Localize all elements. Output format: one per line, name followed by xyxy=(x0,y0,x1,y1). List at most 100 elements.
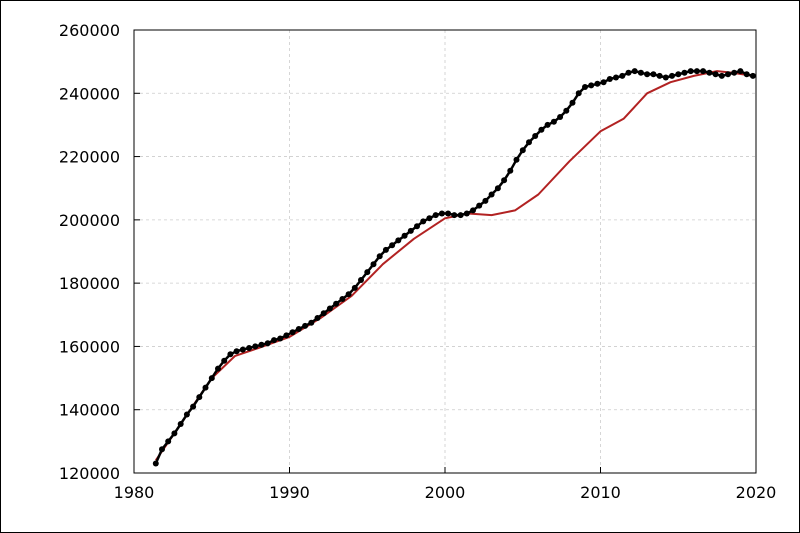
grid-layer xyxy=(134,30,756,473)
data-point xyxy=(526,139,532,146)
data-point xyxy=(507,167,514,174)
data-point xyxy=(420,218,427,225)
data-point xyxy=(252,343,259,350)
data-point xyxy=(600,79,607,86)
data-point xyxy=(227,351,234,358)
data-point xyxy=(532,133,539,139)
data-point xyxy=(749,72,756,79)
x-tick-label: 2010 xyxy=(580,483,621,502)
data-point xyxy=(482,197,489,204)
data-point xyxy=(345,291,352,298)
data-point xyxy=(165,438,172,445)
data-point xyxy=(669,72,675,79)
data-point xyxy=(364,269,371,276)
data-point xyxy=(152,460,159,467)
x-tick-label: 2020 xyxy=(736,483,777,502)
data-point xyxy=(271,337,277,344)
data-point xyxy=(488,191,495,198)
tick-label-layer: 1980 1990 2000 2010 2020 120000 140000 160000 18… xyxy=(59,21,776,502)
data-point xyxy=(308,319,315,326)
data-point xyxy=(339,296,346,302)
data-point xyxy=(557,114,564,120)
y-tick-label: 220000 xyxy=(59,148,120,167)
data-point xyxy=(463,210,470,217)
data-point xyxy=(606,76,613,82)
data-point xyxy=(389,242,396,249)
data-point xyxy=(457,212,464,219)
data-point xyxy=(718,72,725,79)
y-tick-label: 120000 xyxy=(59,464,120,483)
data-point xyxy=(370,261,377,268)
data-point xyxy=(476,202,483,209)
data-point xyxy=(725,71,731,78)
data-point xyxy=(582,84,588,90)
data-point xyxy=(731,69,738,76)
data-point xyxy=(737,68,744,75)
tick-layer xyxy=(133,29,757,474)
data-point xyxy=(569,99,576,106)
data-point xyxy=(333,300,340,307)
data-point xyxy=(208,375,215,382)
data-point xyxy=(264,340,271,347)
data-point xyxy=(401,232,408,239)
data-point xyxy=(295,326,302,332)
data-point xyxy=(494,185,501,192)
data-point xyxy=(239,346,246,353)
data-point xyxy=(190,403,197,410)
data-point xyxy=(644,71,651,78)
data-point xyxy=(637,69,644,76)
data-point xyxy=(519,147,526,154)
data-point xyxy=(426,215,433,222)
data-point xyxy=(743,71,750,78)
y-tick-label: 160000 xyxy=(59,337,120,356)
y-tick-label: 200000 xyxy=(59,211,120,230)
data-point xyxy=(202,384,209,391)
trend-layer xyxy=(154,70,754,461)
data-point xyxy=(631,68,638,75)
data-point xyxy=(613,74,619,81)
data-point xyxy=(246,345,253,351)
data-point xyxy=(700,68,707,75)
data-point xyxy=(215,365,221,372)
data-point xyxy=(550,118,557,125)
data-point xyxy=(662,74,669,81)
data-point xyxy=(358,277,364,283)
data-point xyxy=(196,394,203,401)
data-point xyxy=(414,223,420,230)
data-point xyxy=(513,156,520,163)
data-point xyxy=(289,329,296,336)
data-point xyxy=(693,68,700,75)
data-point xyxy=(277,335,284,342)
data-point xyxy=(171,430,178,437)
data-point xyxy=(159,446,165,453)
data-point xyxy=(438,210,445,217)
data-point xyxy=(233,348,240,355)
data-point xyxy=(258,341,265,348)
points-layer xyxy=(152,68,756,467)
data-point xyxy=(221,357,228,364)
y-tick-label: 240000 xyxy=(59,84,120,103)
data-point xyxy=(177,421,184,427)
data-point xyxy=(501,177,508,184)
data-point xyxy=(594,80,601,87)
data-point xyxy=(544,121,551,128)
data-point xyxy=(432,212,439,219)
data-point xyxy=(183,411,190,418)
data-point xyxy=(625,69,632,76)
data-point xyxy=(563,107,570,114)
data-point xyxy=(302,322,309,329)
data-point xyxy=(376,253,383,260)
y-tick-label: 260000 xyxy=(59,21,120,40)
data-point xyxy=(470,207,476,214)
data-point xyxy=(395,237,402,244)
data-point xyxy=(656,72,663,79)
data-point xyxy=(314,315,321,321)
data-point xyxy=(320,310,327,317)
data-point xyxy=(283,332,290,339)
y-tick-label: 180000 xyxy=(59,274,120,293)
data-point xyxy=(326,305,333,312)
data-point xyxy=(706,69,713,76)
data-point xyxy=(619,72,626,79)
